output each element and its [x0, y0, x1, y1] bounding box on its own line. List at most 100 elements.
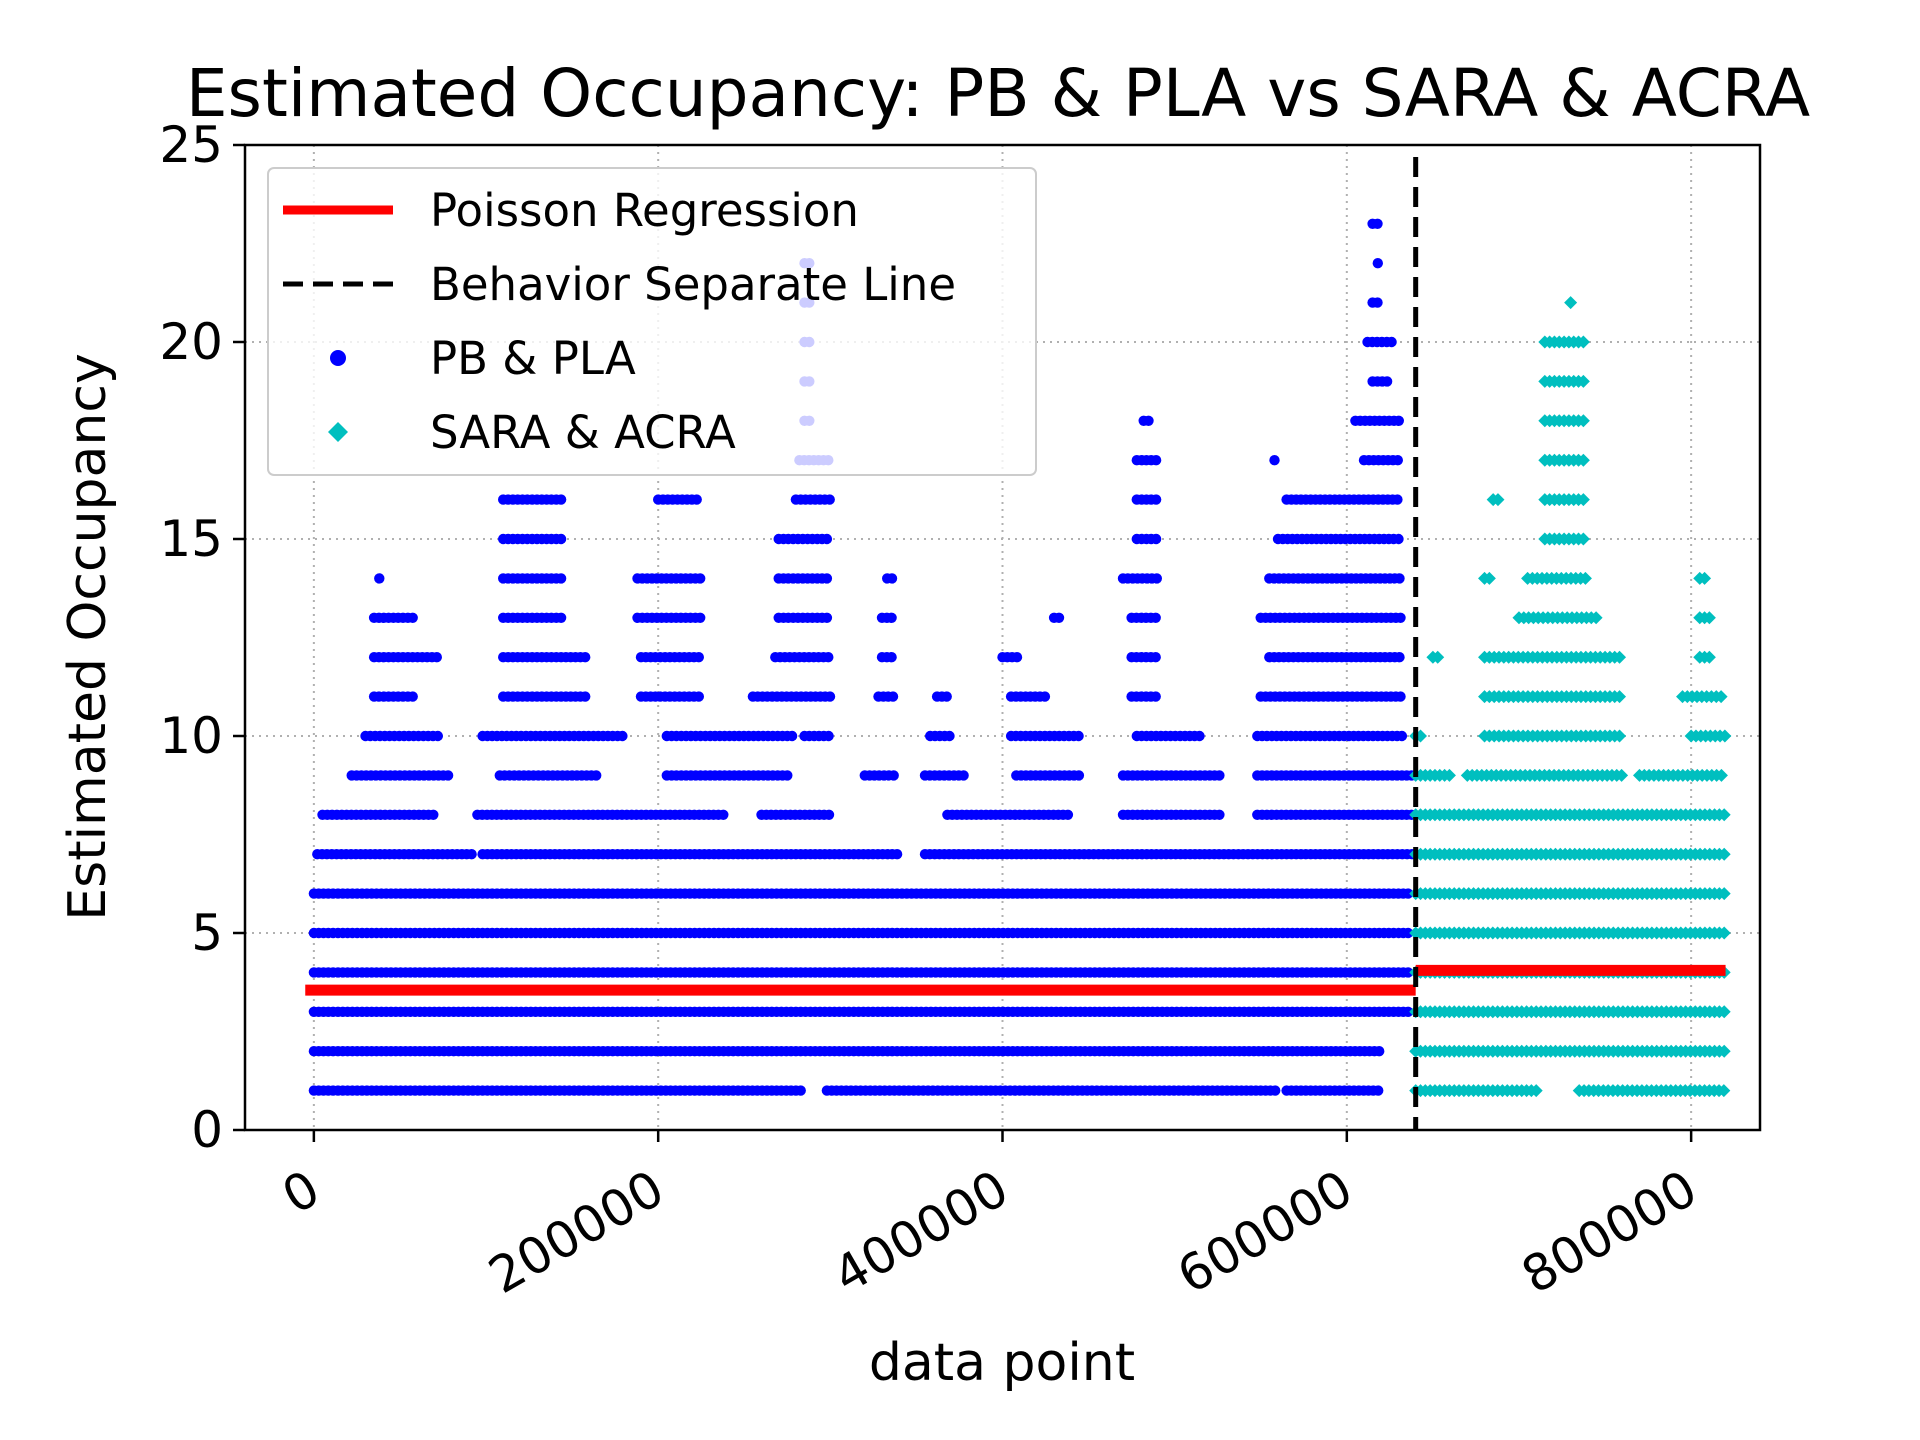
data-point: [1717, 808, 1731, 822]
data-point: [821, 612, 833, 623]
data-point: [1062, 809, 1074, 820]
data-point: [824, 691, 836, 702]
data-point: [555, 612, 567, 623]
data-point: [1576, 493, 1590, 507]
data-point: [1386, 336, 1397, 348]
data-point: [428, 809, 439, 820]
data-point: [941, 691, 952, 702]
data-point: [1214, 809, 1225, 820]
data-point: [1269, 455, 1280, 466]
data-point: [407, 612, 418, 623]
data-point: [1589, 611, 1603, 625]
x-axis-label: data point: [869, 1333, 1135, 1393]
data-point: [1393, 533, 1404, 545]
data-point: [466, 849, 477, 860]
data-point: [782, 770, 793, 781]
legend-label: PB & PLA: [430, 332, 636, 385]
data-point: [1395, 691, 1406, 702]
series-pb-pla: [308, 218, 1418, 1096]
data-point: [1039, 691, 1051, 702]
data-point: [823, 652, 834, 663]
data-point: [1270, 1085, 1281, 1096]
data-point: [1214, 770, 1225, 781]
data-point: [1613, 650, 1627, 664]
data-point: [1150, 691, 1161, 702]
data-point: [555, 573, 567, 584]
data-point: [1615, 768, 1629, 782]
data-point: [1613, 729, 1627, 743]
data-point: [555, 494, 567, 505]
data-point: [795, 1085, 806, 1096]
data-point: [1564, 296, 1578, 310]
data-point: [823, 809, 835, 820]
data-point: [1073, 730, 1084, 742]
data-point: [1718, 729, 1732, 743]
y-tick-label: 10: [159, 707, 223, 765]
data-point: [1194, 730, 1205, 742]
data-point: [693, 691, 704, 702]
data-point: [1402, 888, 1414, 899]
data-point: [823, 730, 834, 742]
data-point: [1372, 297, 1383, 308]
data-point: [891, 849, 903, 860]
data-point: [1442, 768, 1456, 782]
data-point: [1392, 494, 1403, 505]
data-point: [695, 573, 706, 584]
data-point: [1396, 730, 1408, 742]
data-point: [1576, 335, 1590, 349]
data-point: [374, 573, 385, 584]
y-axis-label: Estimated Occupancy: [58, 353, 118, 920]
data-point: [1150, 494, 1162, 505]
legend-swatch-circle: [330, 350, 346, 366]
data-point: [1482, 571, 1496, 585]
data-point: [1150, 612, 1161, 623]
data-point: [1150, 652, 1161, 663]
data-point: [1702, 650, 1716, 664]
data-point: [886, 652, 897, 663]
data-point: [617, 730, 628, 742]
data-point: [432, 730, 443, 742]
data-point: [888, 770, 899, 781]
data-point: [1402, 1006, 1414, 1017]
legend-box: [267, 167, 1037, 476]
legend-label: Poisson Regression: [430, 184, 859, 237]
data-point: [1431, 650, 1445, 664]
data-point: [1393, 415, 1405, 426]
data-point: [1576, 453, 1590, 467]
data-point: [886, 612, 897, 623]
data-point: [1576, 374, 1590, 388]
legend-label: Behavior Separate Line: [430, 258, 956, 311]
data-point: [695, 612, 706, 623]
data-point: [555, 533, 567, 545]
data-point: [1717, 926, 1731, 940]
data-point: [693, 652, 704, 663]
scatter-points: [308, 218, 1732, 1098]
data-point: [1613, 690, 1627, 704]
data-point: [1714, 768, 1728, 782]
data-point: [1374, 1046, 1385, 1057]
data-point: [1150, 533, 1162, 545]
data-point: [1151, 573, 1163, 584]
data-point: [1717, 1044, 1731, 1058]
data-point: [1717, 1005, 1731, 1019]
y-tick-label: 20: [159, 313, 223, 371]
data-point: [1529, 1084, 1543, 1098]
legend: Poisson Regression Behavior Separate Line…: [267, 167, 1037, 476]
y-tick-label: 15: [159, 510, 223, 568]
data-point: [1702, 611, 1716, 625]
data-point: [1381, 376, 1393, 387]
data-point: [1717, 1084, 1731, 1098]
data-point: [580, 652, 591, 663]
data-point: [821, 573, 833, 584]
data-point: [1491, 493, 1505, 507]
legend-swatch-diamond: [328, 422, 348, 442]
data-point: [1578, 571, 1592, 585]
data-point: [1394, 573, 1405, 584]
data-point: [431, 652, 442, 663]
data-point: [1372, 258, 1384, 269]
data-point: [786, 730, 798, 742]
y-tick-label: 5: [191, 904, 223, 962]
data-point: [591, 770, 602, 781]
data-point: [1143, 415, 1154, 426]
